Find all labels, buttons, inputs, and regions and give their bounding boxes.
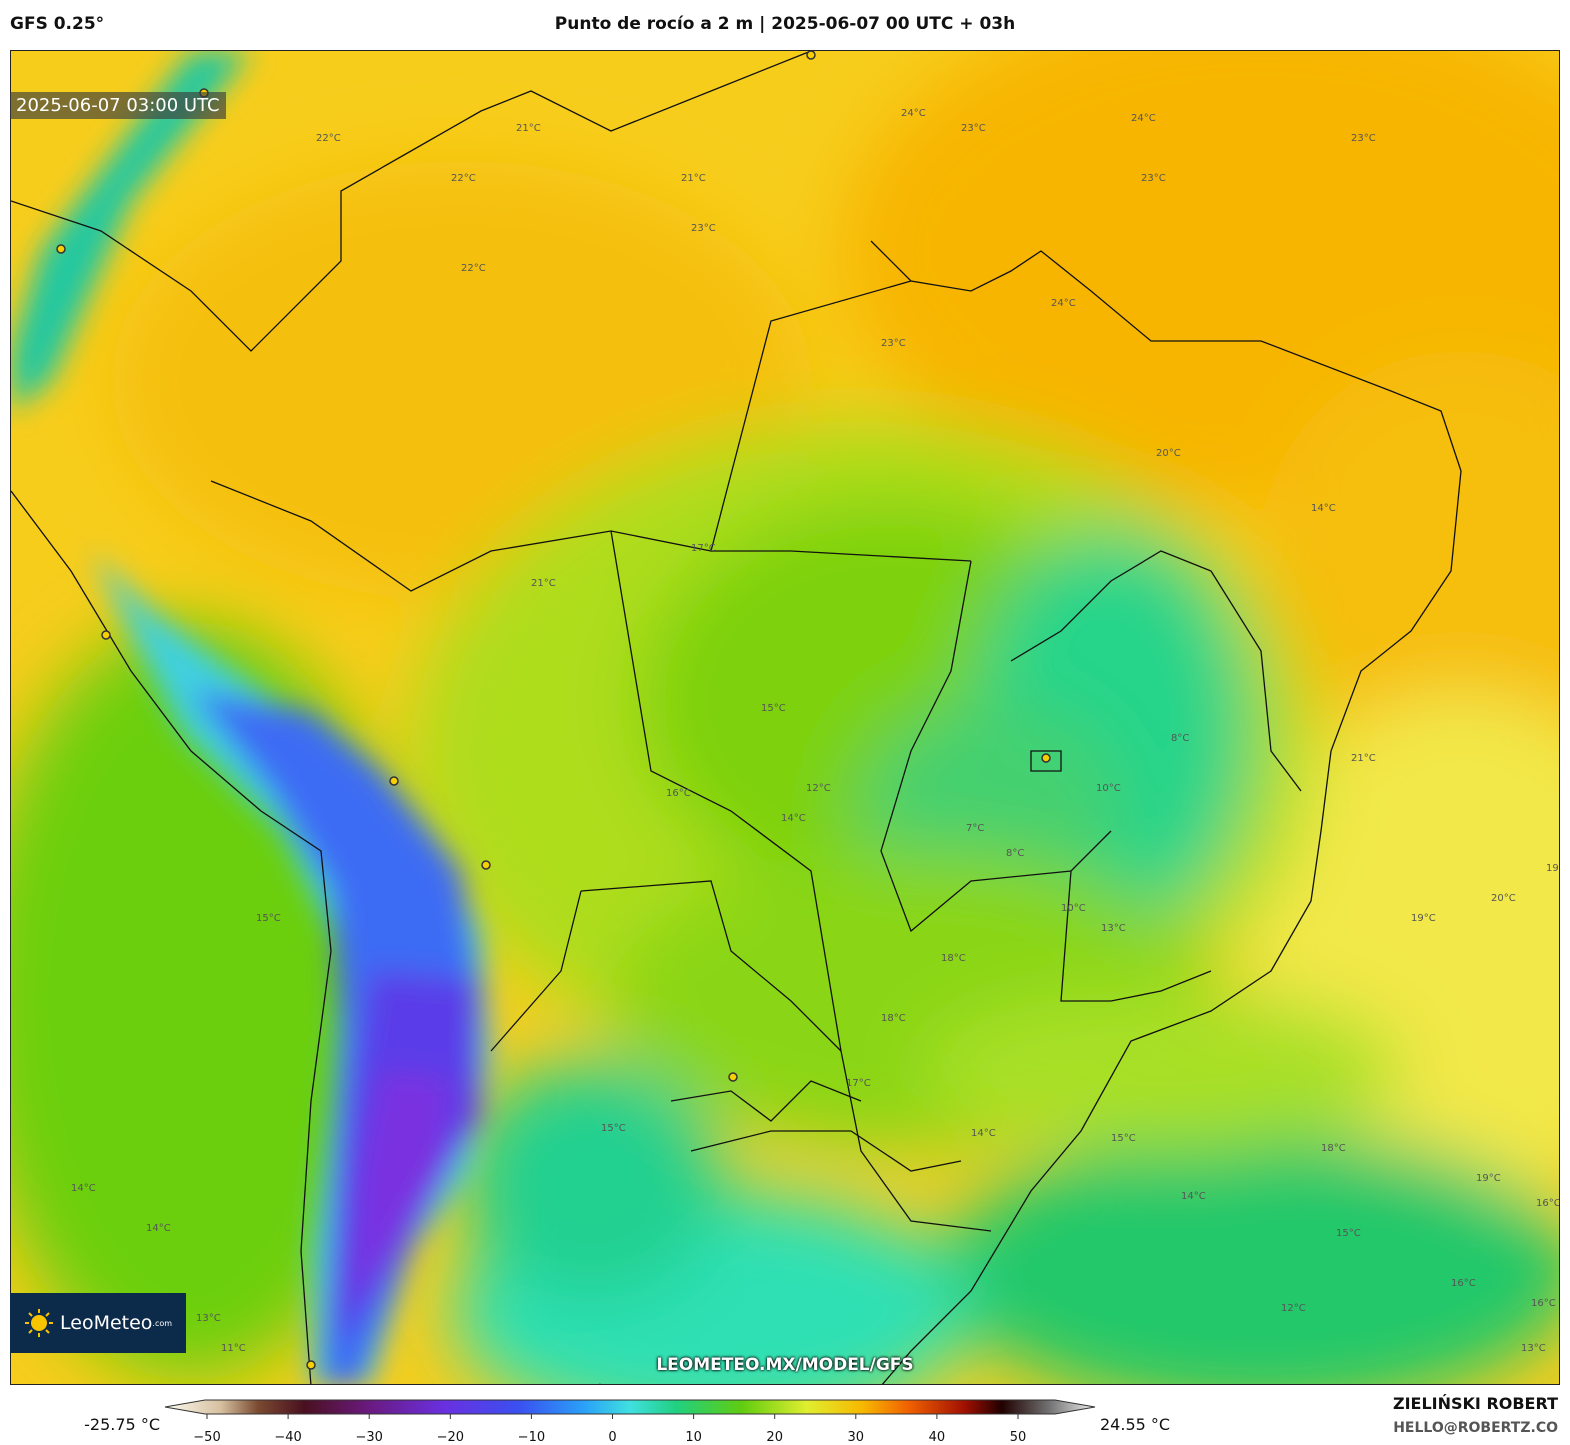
contour-label: 21°C [1351,753,1376,764]
contour-label: 14°C [146,1223,171,1234]
contour-label: 19°C [1546,863,1560,874]
contour-label: 23°C [1351,133,1376,144]
logo: LeoMeteo .com [10,1293,186,1353]
contour-label: 24°C [1131,113,1156,124]
contour-label: 19°C [1411,913,1436,924]
colorbar-tick-label: −40 [274,1430,301,1445]
contour-label: 23°C [881,338,906,349]
colorbar-tick-label: 40 [929,1430,946,1445]
model-name: GFS 0.25° [10,14,105,34]
contour-label: 15°C [761,703,786,714]
contour-label: 12°C [1281,1303,1306,1314]
logo-sun [25,1309,53,1337]
colorbar-tick-label: −10 [518,1430,545,1445]
colorbar-tick-label: −20 [437,1430,464,1445]
colorbar-max: 24.55 °C [1100,1415,1171,1434]
contour-label: 7°C [966,823,984,834]
contour-label: 23°C [1141,173,1166,184]
contour-label: 8°C [1171,733,1189,744]
contour-label: 20°C [1156,448,1181,459]
contour-label: 24°C [1051,298,1076,309]
map-title: Punto de rocío a 2 m | 2025-06-07 00 UTC… [554,14,1016,34]
contour-label: 17°C [691,543,716,554]
contour-label: 21°C [531,578,556,589]
logo-domain: .com [152,1318,173,1328]
contour-label: 18°C [941,953,966,964]
source-url: LEOMETEO.MX/MODEL/GFS [656,1355,914,1375]
contour-label: 23°C [961,123,986,134]
contour-label: 22°C [316,133,341,144]
contour-label: 16°C [1531,1298,1556,1309]
contour-label: 5°C [591,1383,609,1385]
author: ZIELIŃSKI ROBERT [1392,1394,1558,1413]
contour-label: 13°C [1521,1343,1546,1354]
contour-label: 15°C [256,913,281,924]
contour-label: 13°C [1101,923,1126,934]
contour-label: 19°C [1476,1173,1501,1184]
contour-label: 14°C [1311,503,1336,514]
valid-time: 2025-06-07 03:00 UTC [10,92,226,119]
contour-label: 20°C [1491,893,1516,904]
contour-label: 23°C [691,223,716,234]
contour-label: 24°C [901,108,926,119]
contour-label: 22°C [451,173,476,184]
contour-label: 18°C [881,1013,906,1024]
contour-label: 21°C [516,123,541,134]
colorbar-tick-label: 20 [766,1430,783,1445]
map: 22°C 21°C 22°C 24°C 23°C 24°C 23°C 23°C 21°C 23°C… [10,50,1560,1385]
colorbar-tick-label: 50 [1010,1430,1027,1445]
colorbar-tick-label: 30 [848,1430,865,1445]
contour-label: 21°C [681,173,706,184]
map-field: 22°C 21°C 22°C 24°C 23°C 24°C 23°C 23°C 21°C 23°C… [11,51,1560,1385]
logo-name: LeoMeteo [60,1312,153,1334]
contour-label: 13°C [196,1313,221,1324]
contour-label: 16°C [666,788,691,799]
contour-label: 22°C [461,263,486,274]
colorbar-tick-label: −30 [355,1430,382,1445]
colorbar-min: -25.75 °C [84,1415,160,1434]
colorbar: −50 −40 −30 −20 −10 0 10 20 30 40 50 [164,1399,1096,1445]
contour-label: 8°C [1006,848,1024,859]
colorbar-tick-label: 10 [685,1430,702,1445]
contour-label: 15°C [1111,1133,1136,1144]
contour-label: 10°C [1096,783,1121,794]
contour-label: 12°C [806,783,831,794]
contour-label: 10°C [1061,903,1086,914]
contour-label: 16°C [1451,1278,1476,1289]
contour-label: 17°C [846,1078,871,1089]
colorbar-tick-label: 0 [608,1430,616,1445]
colorbar-tick-label: −50 [193,1430,220,1445]
contour-label: 14°C [781,813,806,824]
contour-label: 16°C [1536,1198,1560,1209]
contour-label: 18°C [1321,1143,1346,1154]
contour-label: 15°C [601,1123,626,1134]
contour-label: 14°C [71,1183,96,1194]
email: HELLO@ROBERTZ.CO [1393,1420,1558,1436]
contour-label: 11°C [221,1343,246,1354]
contour-label: 14°C [1181,1191,1206,1202]
contour-label: 14°C [971,1128,996,1139]
contour-label: 15°C [1336,1228,1361,1239]
